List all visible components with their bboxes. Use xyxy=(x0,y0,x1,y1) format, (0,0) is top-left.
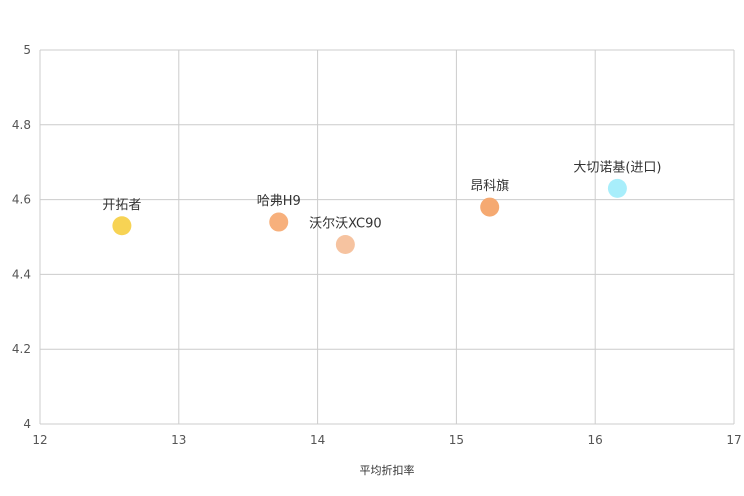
point-layer: 开拓者 哈弗H9 沃尔沃XC90 昂科旗 大切诺基(进口) xyxy=(102,160,661,254)
point-label: 昂科旗 xyxy=(470,178,509,194)
x-tick-label: 13 xyxy=(171,433,186,447)
scatter-point[interactable] xyxy=(112,216,132,236)
y-tick-label: 4.6 xyxy=(12,193,31,207)
y-tick-label: 4.8 xyxy=(12,118,31,132)
x-tick-label: 14 xyxy=(310,433,325,447)
point-label: 开拓者 xyxy=(102,198,141,213)
scatter-point[interactable] xyxy=(480,197,500,217)
grid-layer xyxy=(39,49,735,425)
y-tick-label: 4 xyxy=(23,417,31,431)
x-tick-label: 16 xyxy=(588,433,603,447)
x-tick-label: 17 xyxy=(726,433,741,447)
x-axis-title: 平均折扣率 xyxy=(360,463,415,477)
point-label: 哈弗H9 xyxy=(257,194,301,209)
tick-layer: 12 13 14 15 16 17 4 4.2 4.4 4.6 4.8 5 xyxy=(12,43,742,447)
point-label: 沃尔沃XC90 xyxy=(309,216,382,231)
scatter-point[interactable] xyxy=(335,234,355,254)
y-tick-label: 5 xyxy=(23,43,31,57)
y-tick-label: 4.4 xyxy=(12,267,31,281)
scatter-point[interactable] xyxy=(607,178,627,198)
x-tick-label: 15 xyxy=(449,433,464,447)
scatter-point[interactable] xyxy=(269,212,289,232)
x-tick-label: 12 xyxy=(32,433,47,447)
y-tick-label: 4.2 xyxy=(12,342,31,356)
point-label: 大切诺基(进口) xyxy=(573,160,661,175)
